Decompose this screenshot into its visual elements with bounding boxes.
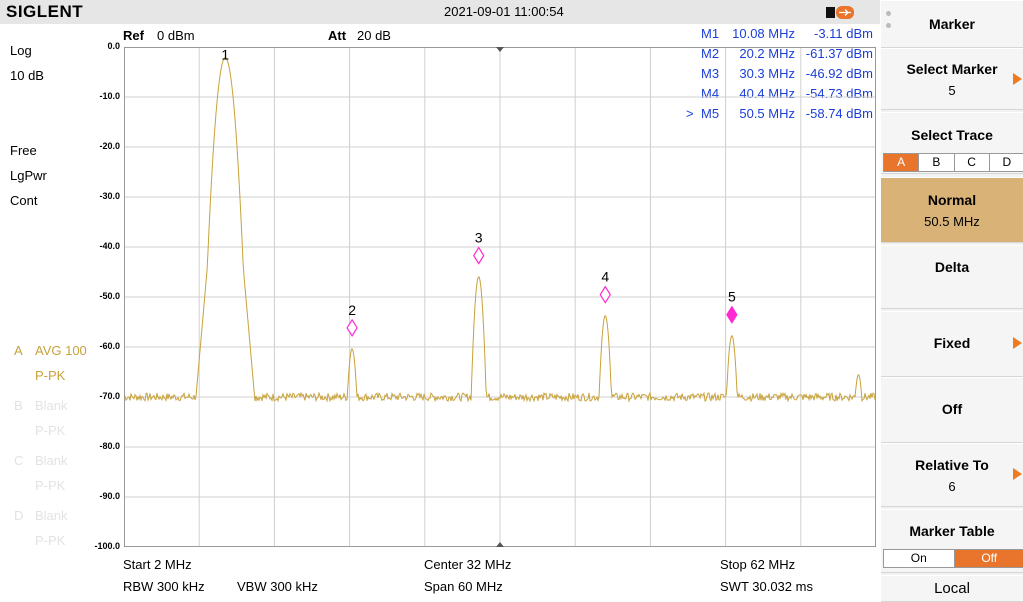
y-tick-label: -70.0: [80, 391, 120, 401]
grip-dot-icon: [886, 11, 891, 16]
span: Span 60 MHz: [424, 579, 503, 594]
delta-label: Delta: [935, 259, 969, 275]
local-button[interactable]: Local: [881, 575, 1023, 602]
trace-c-mode: Blank: [35, 453, 68, 468]
marker-freq: 10.08 MHz: [732, 26, 795, 41]
att-value: 20 dB: [357, 28, 391, 43]
grid: [124, 47, 876, 547]
chevron-right-icon: [1013, 337, 1022, 349]
relative-to-label: Relative To: [915, 457, 989, 473]
status-bar: [0, 0, 880, 24]
relative-to-button[interactable]: Relative To 6: [881, 443, 1023, 507]
grip-dot-icon: [886, 23, 891, 28]
off-label: Off: [942, 401, 962, 417]
local-label: Local: [934, 580, 970, 597]
rbw: RBW 300 kHz: [123, 579, 205, 594]
marker-diamond: [347, 320, 357, 336]
marker-row: M1 10.08 MHz -3.11 dBm: [683, 26, 875, 46]
center-freq: Center 32 MHz: [424, 557, 511, 572]
detector-mode: LgPwr: [10, 168, 47, 183]
normal-button[interactable]: Normal 50.5 MHz: [881, 177, 1023, 243]
sweep-time: SWT 30.032 ms: [720, 579, 813, 594]
ref-value: 0 dBm: [157, 28, 195, 43]
select-marker-button[interactable]: Select Marker 5: [881, 48, 1023, 110]
y-tick-label: 0.0: [80, 41, 120, 51]
trace-option-a[interactable]: A: [884, 154, 919, 171]
marker-diamond: [727, 307, 737, 323]
select-trace-label: Select Trace: [911, 127, 993, 143]
menu-title-label: Marker: [929, 16, 975, 32]
trace-a-id: A: [14, 343, 23, 358]
marker-table-label: Marker Table: [909, 523, 994, 539]
marker-name: M1: [701, 26, 719, 41]
sweep-mode: Cont: [10, 193, 37, 208]
marker-diamond: [600, 287, 610, 303]
att-label: Att: [328, 28, 346, 43]
normal-label: Normal: [928, 192, 976, 208]
trace-b-id: B: [14, 398, 23, 413]
select-marker-value: 5: [881, 83, 1023, 98]
trace-option-d[interactable]: D: [990, 154, 1023, 171]
y-tick-label: -10.0: [80, 91, 120, 101]
marker-table-off[interactable]: Off: [955, 550, 1023, 567]
chevron-right-icon: [1013, 468, 1022, 480]
marker-table-toggle[interactable]: On Off: [883, 549, 1023, 568]
trace-option-b[interactable]: B: [919, 154, 954, 171]
marker-number-label: 3: [475, 230, 483, 246]
stop-freq: Stop 62 MHz: [720, 557, 795, 572]
relative-to-value: 6: [881, 479, 1023, 494]
spectrum-plot[interactable]: 1 2 3 4 5: [124, 47, 876, 547]
marker-number-label: 4: [601, 269, 609, 285]
select-marker-label: Select Marker: [906, 61, 997, 77]
marker-table-on[interactable]: On: [884, 550, 955, 567]
brand-logo: SIGLENT: [6, 2, 83, 22]
vbw: VBW 300 kHz: [237, 579, 318, 594]
marker-symbols: 1 2 3 4 5: [220, 47, 737, 336]
center-marker-triangle: [496, 47, 504, 52]
delta-button[interactable]: Delta: [881, 245, 1023, 309]
marker-diamond: [474, 248, 484, 264]
center-marker-triangle: [496, 542, 504, 547]
fixed-button[interactable]: Fixed: [881, 311, 1023, 377]
y-tick-label: -20.0: [80, 141, 120, 151]
trace-d-detect: P-PK: [35, 533, 65, 548]
off-button[interactable]: Off: [881, 377, 1023, 443]
scale-div: 10 dB: [10, 68, 44, 83]
marker-number-label: 5: [728, 289, 736, 305]
normal-value: 50.5 MHz: [881, 214, 1023, 229]
marker-level: -3.11 dBm: [814, 26, 873, 41]
datetime: 2021-09-01 11:00:54: [444, 4, 564, 19]
scale-type: Log: [10, 43, 32, 58]
trace-selector[interactable]: A B C D: [883, 153, 1023, 172]
y-tick-label: -100.0: [80, 541, 120, 551]
y-tick-label: -50.0: [80, 291, 120, 301]
marker-number-label: 2: [348, 302, 356, 318]
trace-b-detect: P-PK: [35, 423, 65, 438]
start-freq: Start 2 MHz: [123, 557, 192, 572]
y-tick-label: -40.0: [80, 241, 120, 251]
marker-number-label: 1: [221, 47, 229, 63]
trace-d-mode: Blank: [35, 508, 68, 523]
fixed-label: Fixed: [934, 335, 971, 351]
y-tick-label: -90.0: [80, 491, 120, 501]
ref-label: Ref: [123, 28, 144, 43]
chevron-right-icon: [1013, 73, 1022, 85]
trace-c-detect: P-PK: [35, 478, 65, 493]
menu-title: Marker: [881, 0, 1023, 48]
trace-b-mode: Blank: [35, 398, 68, 413]
trace-d-id: D: [14, 508, 23, 523]
trace-option-c[interactable]: C: [955, 154, 990, 171]
trace-c-id: C: [14, 453, 23, 468]
trigger-mode: Free: [10, 143, 37, 158]
battery-usb-icon: [826, 6, 854, 19]
y-tick-label: -80.0: [80, 441, 120, 451]
trace-a-detect: P-PK: [35, 368, 65, 383]
y-tick-label: -30.0: [80, 191, 120, 201]
y-tick-label: -60.0: [80, 341, 120, 351]
